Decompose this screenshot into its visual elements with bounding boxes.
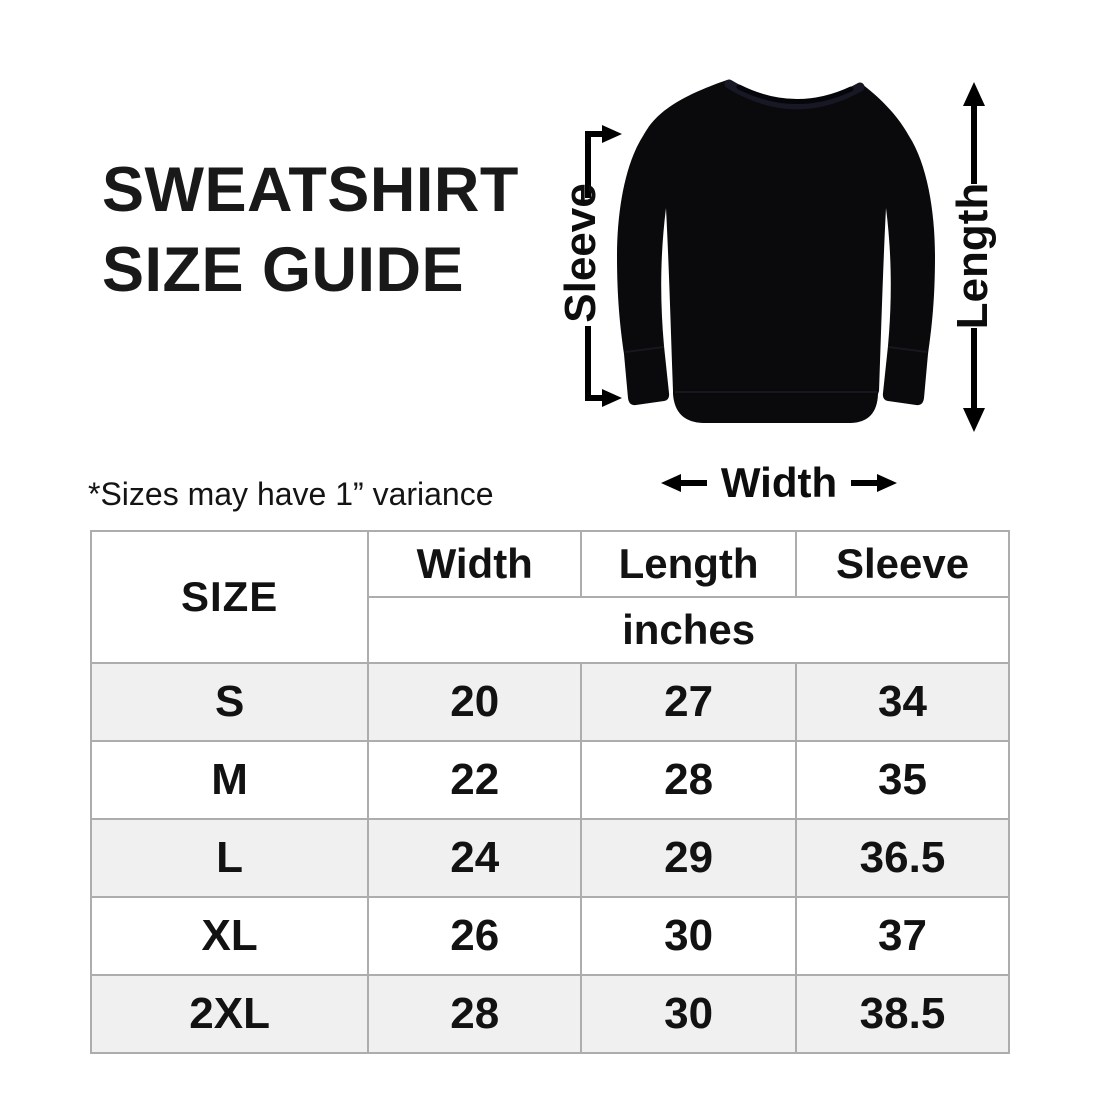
table-row-xl: XL 26 30 37 [89,896,1010,976]
table-row-m: M 22 28 35 [89,740,1010,820]
table-row-s: S 20 27 34 [89,662,1010,742]
size-cell: XL [89,896,370,976]
length-cell: 29 [580,818,797,898]
sweatshirt-illustration [617,79,935,423]
length-cell: 30 [580,974,797,1054]
width-cell: 20 [367,662,583,742]
page-title: SWEATSHIRT SIZE GUIDE [102,150,519,310]
width-cell: 26 [367,896,583,976]
length-cell: 27 [580,662,797,742]
table-row-l: L 24 29 36.5 [89,818,1010,898]
width-left-arrow-icon [660,474,707,492]
size-cell: L [89,818,370,898]
size-column-header: SIZE [89,530,370,664]
width-cell: 22 [367,740,583,820]
sleeve-cell: 36.5 [795,818,1010,898]
length-measure-arrow-icon [963,82,985,432]
length-cell: 28 [580,740,797,820]
sleeve-cell: 34 [795,662,1010,742]
length-axis-label: Length [948,182,997,330]
width-measure-row: Width [629,459,929,507]
left-cuff-seam [624,346,665,353]
length-column-header: Length [580,530,797,598]
width-right-arrow-icon [851,474,898,492]
length-cell: 30 [580,896,797,976]
sleeve-column-header: Sleeve [795,530,1010,598]
sleeve-cell: 35 [795,740,1010,820]
size-cell: 2XL [89,974,370,1054]
width-cell: 24 [367,818,583,898]
units-header: inches [367,596,1010,664]
sleeve-axis-label: Sleeve [556,183,605,323]
sleeve-measure-arrow-icon [585,125,622,407]
size-cell: M [89,740,370,820]
page-title-line2: SIZE GUIDE [102,235,465,305]
page-title-line1: SWEATSHIRT [102,155,519,225]
width-cell: 28 [367,974,583,1054]
right-cuff-seam [887,346,928,353]
sleeve-cell: 37 [795,896,1010,976]
size-table: SIZE Width Length Sleeve inches S 20 27 … [89,530,1010,1054]
width-axis-label: Width [720,459,838,506]
size-cell: S [89,662,370,742]
sleeve-cell: 38.5 [795,974,1010,1054]
width-column-header: Width [367,530,583,598]
table-row-2xl: 2XL 28 30 38.5 [89,974,1010,1054]
variance-note: *Sizes may have 1” variance [88,476,494,512]
